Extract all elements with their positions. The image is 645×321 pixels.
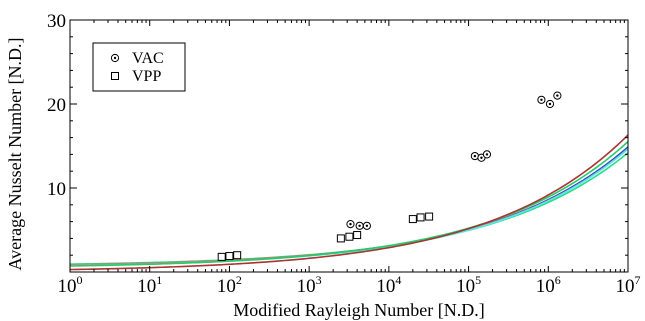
fit-curve-6 xyxy=(70,134,628,271)
vpp-point xyxy=(225,252,234,261)
vpp-point xyxy=(408,215,417,224)
vpp-point xyxy=(233,251,242,260)
vpp-point xyxy=(353,231,362,240)
vpp-point xyxy=(416,213,425,222)
fit-curve-3 xyxy=(70,148,628,266)
vac-point xyxy=(553,91,562,100)
x-tick-label: 106 xyxy=(536,273,561,297)
x-tick-label: 105 xyxy=(456,273,481,297)
legend-marker-vpp xyxy=(111,72,119,80)
vac-point xyxy=(470,151,479,161)
vac-point xyxy=(346,220,355,229)
plot-frame xyxy=(69,19,629,273)
x-axis-label: Modified Rayleigh Number [N.D.] xyxy=(233,300,484,320)
vac-point xyxy=(482,150,492,159)
vac-point xyxy=(537,95,546,104)
vac-point xyxy=(362,221,371,230)
vac-point xyxy=(355,221,364,230)
fit-curve-4 xyxy=(70,148,628,267)
vpp-point xyxy=(345,232,354,241)
vac-point xyxy=(545,99,555,109)
x-tick-label: 107 xyxy=(616,273,641,297)
legend-marker-vac xyxy=(110,53,120,63)
y-tick-label: 30 xyxy=(47,11,66,32)
x-tick-label: 100 xyxy=(58,273,83,297)
y-tick-label: 20 xyxy=(47,95,66,116)
x-tick-label: 102 xyxy=(217,273,242,297)
legend-label-vac: VAC xyxy=(132,50,164,67)
x-axis-ticks: 100 101 102 103 104 105 106 107 xyxy=(58,20,641,297)
x-tick-label: 101 xyxy=(137,273,162,297)
fit-curve-1 xyxy=(70,152,628,265)
x-tick-label: 104 xyxy=(376,273,401,297)
legend-box xyxy=(92,42,186,92)
vpp-point xyxy=(217,252,226,261)
y-tick-label: 10 xyxy=(47,179,66,200)
legend-label-vpp: VPP xyxy=(132,68,161,85)
fit-curve-2 xyxy=(70,146,628,267)
vpp-point xyxy=(425,212,434,221)
vpp-point xyxy=(336,234,345,243)
fit-curve-5 xyxy=(70,141,628,267)
data-markers xyxy=(217,91,562,261)
y-axis-label: Average Nusselt Number [N.D.] xyxy=(5,37,25,270)
x-tick-label: 103 xyxy=(297,273,322,297)
fit-curves xyxy=(70,134,628,271)
y-axis-ticks: 10 20 30 xyxy=(47,11,628,273)
